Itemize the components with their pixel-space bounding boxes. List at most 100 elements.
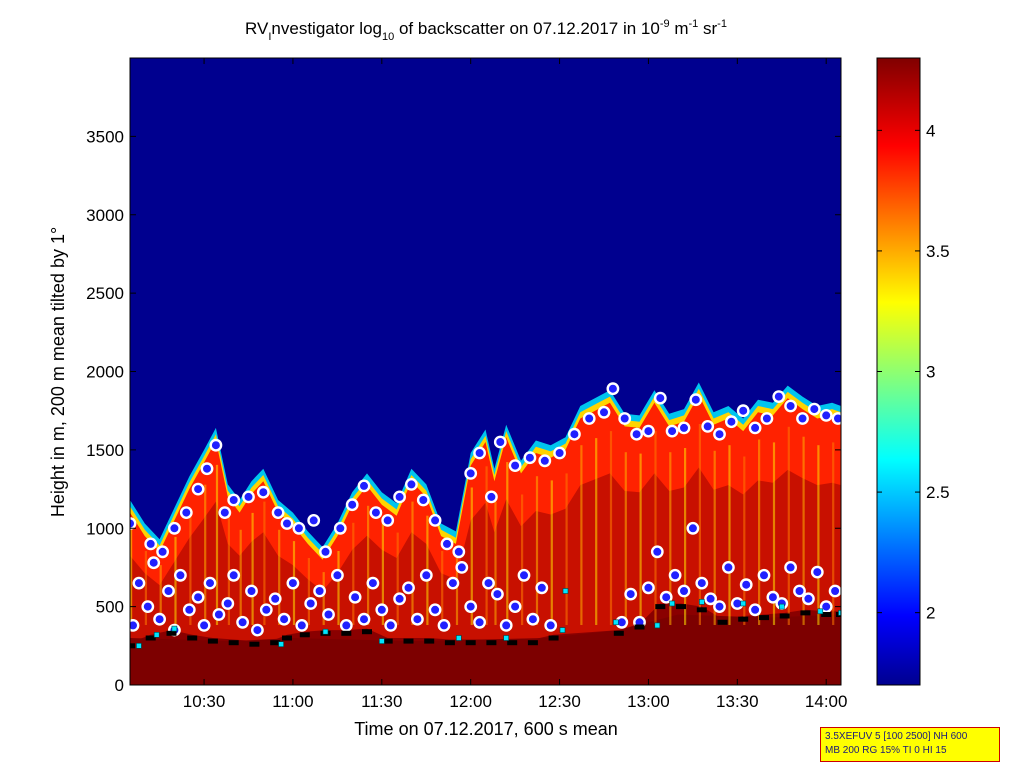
lower-layer-marker: [162, 584, 175, 598]
lower-layer-marker: [819, 600, 833, 613]
layer-top-marker: [484, 490, 498, 504]
backscatter-streak: [352, 522, 355, 625]
lower-layer-marker: [748, 603, 762, 617]
mixing-layer-marker: [613, 630, 624, 636]
cyan-marker: [153, 631, 160, 638]
lower-layer-marker: [695, 576, 709, 590]
x-tick-label: 14:00: [805, 692, 848, 711]
lower-layer-marker: [141, 600, 155, 613]
x-tick-label: 10:30: [183, 692, 226, 711]
layer-top-marker: [736, 404, 750, 418]
layer-top-marker: [568, 427, 581, 441]
layer-top-marker: [242, 490, 255, 504]
lower-layer-marker: [322, 608, 335, 621]
cyan-marker: [455, 635, 462, 641]
layer-top-marker: [677, 421, 691, 435]
backscatter-streak: [278, 529, 281, 625]
layer-top-marker: [200, 462, 214, 476]
lower-layer-marker: [147, 556, 161, 570]
lower-layer-marker: [757, 568, 771, 582]
x-tick-label: 12:30: [538, 692, 581, 711]
mixing-layer-marker: [187, 635, 198, 641]
parameter-annotation: 3.5XEFUV 5 [100 2500] NH 600 MB 200 RG 1…: [820, 727, 1000, 762]
backscatter-streak: [159, 565, 162, 625]
backscatter-streak: [728, 445, 731, 625]
lower-layer-marker: [227, 568, 241, 582]
backscatter-streak: [251, 512, 254, 625]
lower-layer-marker: [419, 568, 433, 582]
layer-top-marker: [144, 537, 158, 551]
mixing-layer-marker: [507, 640, 518, 646]
lower-layer-marker: [446, 576, 460, 590]
backscatter-streak: [215, 464, 219, 625]
lower-layer-marker: [375, 603, 389, 617]
lower-layer-marker: [793, 584, 806, 598]
colorbar-tick-label: 4: [926, 121, 935, 140]
cyan-marker: [562, 588, 569, 594]
backscatter-streak: [684, 448, 687, 625]
lower-layer-marker: [713, 600, 726, 613]
layer-top-marker: [280, 517, 294, 530]
backscatter-streak: [227, 515, 230, 625]
layer-top-marker: [807, 402, 821, 416]
mixing-layer-marker: [382, 638, 393, 644]
backscatter-streak: [441, 551, 444, 625]
mixing-layer-marker: [465, 640, 476, 646]
layer-top-marker: [538, 454, 552, 468]
lower-layer-marker: [132, 576, 146, 590]
mixing-layer-marker: [299, 632, 310, 638]
cyan-marker: [378, 638, 385, 644]
backscatter-streak: [550, 480, 553, 625]
mixing-layer-marker: [228, 640, 239, 646]
colorbar-tick-label: 3.5: [926, 242, 950, 261]
cyan-marker: [171, 625, 178, 632]
lower-layer-marker: [659, 590, 673, 604]
mixing-layer-marker: [282, 635, 292, 641]
lower-layer-marker: [203, 576, 217, 590]
layer-top-marker: [156, 545, 170, 559]
x-tick-label: 11:30: [361, 692, 402, 711]
mixing-layer-marker: [166, 630, 177, 636]
layer-top-marker: [357, 479, 371, 493]
lower-layer-marker: [197, 619, 211, 632]
mixing-layer-marker: [527, 640, 538, 646]
y-tick-label: 0: [115, 676, 124, 695]
cyan-marker: [278, 641, 284, 648]
layer-top-marker: [428, 514, 442, 527]
lower-layer-marker: [277, 612, 291, 626]
layer-top-marker: [307, 514, 321, 527]
backscatter-streak: [189, 508, 192, 625]
mixing-layer-marker: [717, 619, 728, 625]
lower-layer-marker: [348, 590, 362, 604]
layer-top-marker: [689, 393, 703, 407]
layer-top-marker: [167, 521, 181, 535]
backscatter-streak: [639, 453, 642, 625]
annotation-line-1: 3.5XEFUV 5 [100 2500] NH 600: [825, 731, 968, 742]
x-axis: 10:30 11:00 11:30 12:00 12:30 13:00 13:30 14:00: [183, 58, 848, 711]
layer-top-marker: [256, 485, 270, 499]
x-tick-label: 13:30: [716, 692, 759, 711]
layer-top-marker: [440, 537, 454, 551]
backscatter-streak: [411, 501, 414, 625]
lower-layer-marker: [535, 581, 549, 595]
lower-layer-marker: [339, 619, 353, 632]
layer-top-marker: [218, 506, 232, 519]
lower-layer-marker: [236, 615, 250, 629]
lower-layer-marker: [182, 603, 196, 617]
layer-top-marker: [416, 493, 430, 507]
mixing-layer-marker: [362, 629, 372, 635]
backscatter-streak: [485, 466, 488, 625]
y-tick-label: 1500: [86, 441, 124, 460]
layer-top-marker: [701, 419, 715, 433]
backscatter-streak: [263, 501, 266, 625]
mixing-layer-marker: [249, 641, 260, 647]
layer-top-marker: [209, 438, 223, 452]
y-tick-label: 2000: [86, 363, 124, 382]
backscatter-streak: [521, 494, 524, 625]
mixing-layer-marker: [341, 630, 352, 636]
y-axis-label: Height in m, 200 m mean tilted by 1°: [48, 227, 68, 517]
lower-layer-marker: [191, 590, 205, 604]
backscatter-streak: [802, 436, 805, 625]
backscatter-streak: [758, 439, 761, 625]
